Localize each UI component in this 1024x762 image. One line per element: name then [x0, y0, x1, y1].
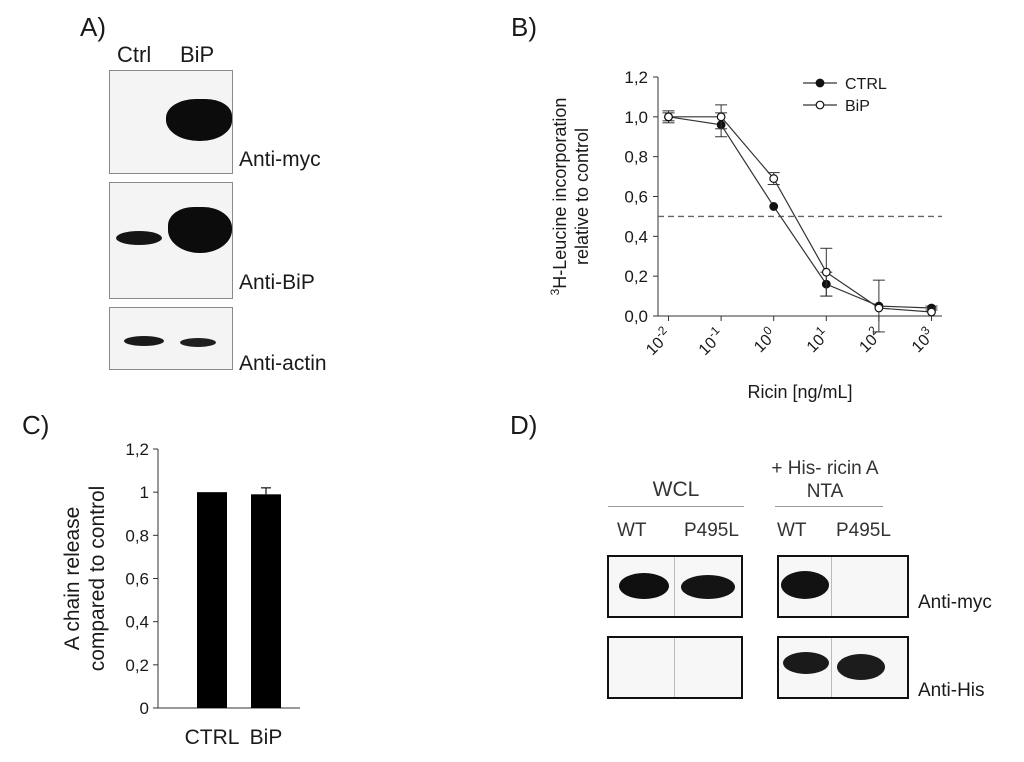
chart-b-y-tick-label: 1,2: [624, 68, 648, 87]
panel-d-label: D): [510, 410, 538, 440]
chart-c-x-tick-label-ctrl: CTRL: [185, 726, 240, 749]
band-nta-myc-wt: [781, 571, 829, 599]
chart-b-series-line-ctrl: [668, 116, 932, 309]
chart-b-x-tick-label: 101: [800, 323, 833, 356]
chart-c-y-tick-label: 0,4: [125, 613, 149, 632]
chart-b-point-bip: [874, 303, 884, 313]
svg-text:3H-Leucine incorporation: 3H-Leucine incorporation: [548, 98, 570, 296]
chart-c-y-title-line1: A chain release: [61, 507, 84, 651]
group-underline-nta: [775, 506, 883, 507]
chart-b-y-tick-label: 1,0: [624, 108, 648, 127]
chart-b-y-tick-label: 0,0: [624, 307, 648, 326]
column-label-ctrl: Ctrl: [117, 42, 152, 67]
lane-label-p495l-2: P495L: [836, 520, 891, 541]
lane-label-p495l-1: P495L: [684, 520, 739, 541]
band-nta-his-wt: [783, 652, 829, 674]
band-bip-ctrl: [116, 231, 162, 245]
chart-c-y-tick-label: 0: [140, 699, 149, 718]
chart-b-series-line-bip: [668, 116, 932, 313]
blot-nta-anti-his: [777, 636, 909, 699]
band-wcl-myc-wt: [619, 573, 669, 599]
chart-b-point-bip: [927, 307, 936, 317]
chart-b-y-tick-label: 0,4: [624, 227, 648, 246]
chart-b-point-bip: [716, 112, 726, 122]
lane-label-wt-1: WT: [617, 520, 647, 541]
blot-nta-anti-myc: [777, 555, 909, 618]
chart-b-y-title-sup: 3: [548, 288, 562, 295]
group-label-wcl: WCL: [652, 478, 700, 501]
blot-label-anti-his: Anti-His: [918, 680, 985, 701]
chart-b-point-ctrl: [769, 202, 779, 211]
chart-b-legend-marker-bip: [815, 100, 825, 110]
chart-b-legend-label-bip: BiP: [845, 98, 870, 115]
chart-b-y-title-line1: H-Leucine incorporation: [550, 98, 570, 289]
chart-b-point-bip: [664, 112, 673, 122]
group-underline-wcl: [608, 506, 744, 507]
lane-label-wt-2: WT: [777, 520, 807, 541]
band-actin-bip: [180, 338, 216, 347]
blot-wcl-anti-myc: [607, 555, 743, 618]
blot-label-anti-bip: Anti-BiP: [239, 271, 315, 294]
chart-b-y-tick-label: 0,2: [624, 267, 648, 286]
chart-b-x-axis-title: Ricin [ng/mL]: [747, 382, 852, 402]
blot-wcl-anti-his: [607, 636, 743, 699]
chart-c-y-tick-label: 1,2: [125, 440, 149, 459]
blot-anti-bip: [109, 182, 233, 299]
chart-b-x-tick-label: 102: [853, 323, 886, 356]
lane-divider: [831, 638, 832, 697]
blot-anti-actin: [109, 307, 233, 370]
chart-c-y-title-line2: compared to control: [86, 486, 109, 672]
band-myc-bip: [166, 99, 232, 141]
chart-b-legend-label-ctrl: CTRL: [845, 76, 887, 93]
band-actin-ctrl: [124, 336, 164, 346]
blot-label-anti-myc: Anti-myc: [239, 148, 321, 171]
panel-c-label: C): [22, 410, 50, 440]
chart-b-y-title-line2: relative to control: [572, 128, 592, 265]
chart-b-y-tick-label: 0,8: [624, 148, 648, 167]
band-nta-his-p495l: [837, 654, 885, 680]
blot-label-anti-myc-d: Anti-myc: [918, 592, 992, 613]
panel-b-label: B): [511, 12, 537, 42]
chart-b-point-bip: [769, 174, 779, 183]
group-label-his-ricin-line2: NTA: [806, 481, 844, 502]
column-label-bip: BiP: [180, 42, 215, 67]
panel-a-label: A): [80, 12, 106, 42]
chart-c-a-chain-release: A chain release compared to control 0 0,2…: [61, 440, 300, 749]
chart-b-x-tick-label: 10-2: [640, 323, 676, 359]
chart-b-y-tick-label: 0,6: [624, 188, 648, 207]
chart-c-bar-bip: [251, 494, 281, 708]
blot-label-anti-actin: Anti-actin: [239, 352, 327, 375]
chart-b-x-tick-label: 103: [905, 323, 938, 356]
band-bip-bip: [168, 207, 232, 253]
lane-divider: [674, 557, 675, 616]
lane-divider: [831, 557, 832, 616]
chart-b-legend-marker-ctrl: [815, 78, 825, 88]
chart-c-y-tick-label: 0,6: [125, 570, 149, 589]
chart-b-point-bip: [821, 267, 831, 277]
chart-b-x-tick-label: 100: [748, 323, 781, 356]
chart-b-ricin-dose-response: 3H-Leucine incorporation relative to con…: [548, 68, 942, 402]
band-wcl-myc-p495l: [681, 575, 735, 599]
chart-b-x-tick-label: 10-1: [692, 323, 728, 359]
chart-c-y-tick-label: 0,8: [125, 526, 149, 545]
chart-c-y-tick-label: 1: [140, 483, 149, 502]
chart-c-bar-ctrl: [197, 492, 227, 708]
group-label-his-ricin-line1: + His- ricin A: [771, 458, 879, 479]
chart-b-y-axis-title: 3H-Leucine incorporation relative to con…: [548, 98, 592, 296]
chart-c-x-tick-label-bip: BiP: [250, 726, 283, 749]
lane-divider: [674, 638, 675, 697]
chart-c-y-tick-label: 0,2: [125, 656, 149, 675]
blot-anti-myc: [109, 70, 233, 174]
